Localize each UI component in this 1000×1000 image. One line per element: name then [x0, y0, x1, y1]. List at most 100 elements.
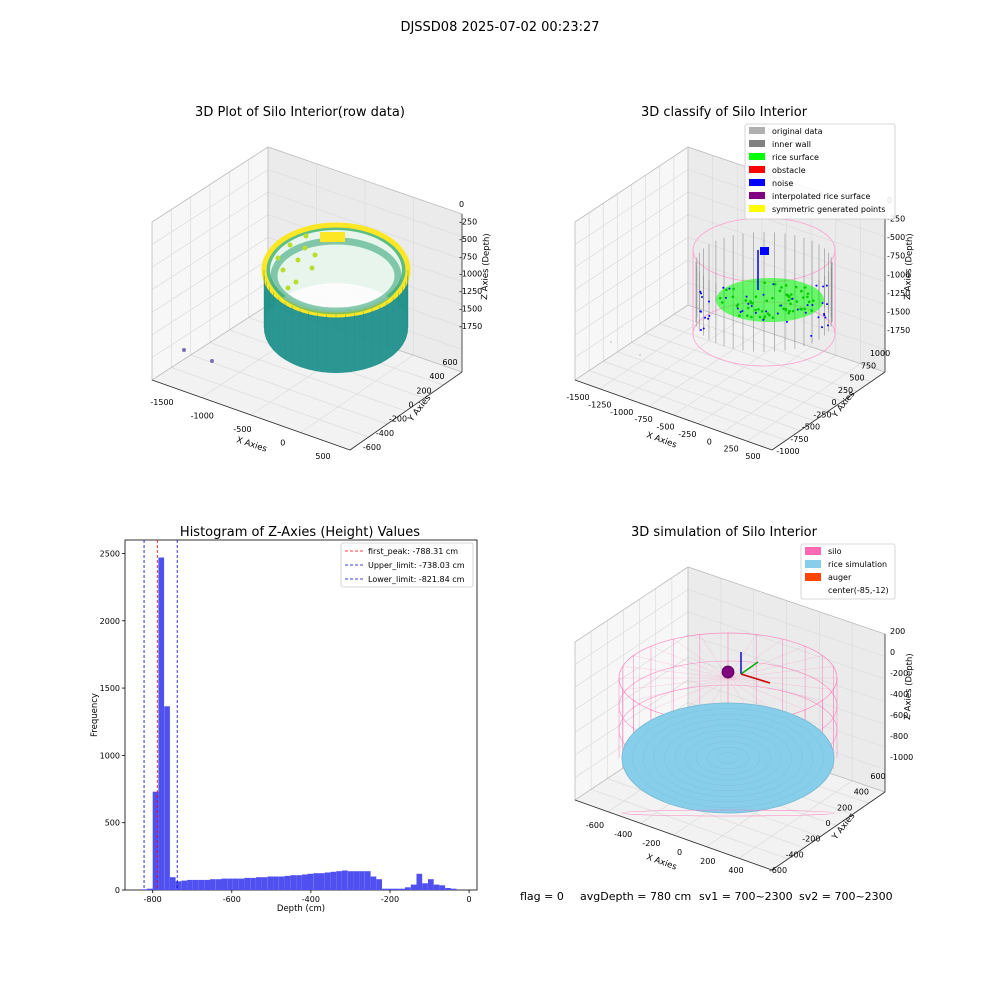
raw-x-tick: -1000 — [191, 412, 214, 421]
panel-histogram: Histogram of Z-Axies (Height) Values -80… — [90, 525, 477, 914]
raw-z-tick: -1250 — [459, 287, 482, 296]
classify-rice-point — [772, 316, 775, 319]
histogram-x-axis-label: Depth (cm) — [277, 904, 325, 914]
histogram-bar — [422, 883, 428, 890]
classify-plot-title: 3D classify of Silo Interior — [641, 105, 808, 120]
simulation-y-tick: -600 — [769, 866, 787, 875]
histogram-bar — [342, 871, 348, 891]
histogram-bar — [164, 706, 170, 890]
simulation-legend-swatch — [805, 573, 821, 581]
histogram-bars — [141, 558, 456, 891]
raw-y-tick: 600 — [442, 358, 457, 367]
classify-rice-point — [787, 312, 790, 315]
classify-noise-point — [701, 296, 703, 298]
classify-z-tick: -1750 — [887, 326, 910, 335]
classify-rice-point — [754, 309, 757, 312]
simulation-x-tick: 400 — [728, 866, 743, 875]
classify-legend-swatch — [749, 205, 765, 212]
histogram-bar — [187, 880, 193, 890]
simulation-x-tick: 200 — [700, 857, 715, 866]
classify-noise-point — [746, 296, 748, 298]
histogram-bar — [256, 877, 262, 890]
classify-noise-point — [811, 304, 813, 306]
classify-rice-point — [784, 308, 787, 311]
histogram-bar — [267, 877, 273, 891]
classify-x-tick: 250 — [723, 445, 738, 454]
histogram-y-tick-label: 2500 — [100, 549, 120, 558]
classify-y-tick: 1000 — [870, 349, 890, 358]
histogram-legend-label: Lower_limit: -821.84 cm — [368, 575, 465, 584]
simulation-legend-label: center(-85,-12) — [828, 586, 889, 595]
simulation-z-tick: 200 — [890, 627, 905, 636]
raw-x-tick: -500 — [233, 425, 251, 434]
raw-x-tick: -1500 — [150, 398, 173, 407]
histogram-bar — [348, 871, 354, 890]
panel-raw-3d: 3D Plot of Silo Interior(row data) -1500… — [150, 105, 492, 461]
histogram-x-tick-label: 0 — [467, 895, 472, 904]
classify-noise-point — [725, 297, 727, 299]
flag-status: flag = 0 — [520, 890, 564, 903]
classify-noise-point — [822, 302, 824, 304]
simulation-z-tick: -1000 — [890, 753, 913, 762]
raw-z-tick: -1000 — [459, 270, 482, 279]
raw-point — [303, 246, 308, 251]
classify-noise-point — [751, 305, 753, 307]
classify-rice-point — [737, 303, 740, 306]
classify-noise-point — [823, 314, 825, 316]
raw-point — [281, 268, 286, 273]
histogram-bar — [434, 885, 440, 890]
classify-rice-point — [807, 292, 810, 295]
classify-noise-point — [780, 305, 782, 307]
raw-z-tick: -250 — [459, 217, 477, 226]
histogram-bar — [359, 871, 365, 890]
classify-noise-point — [700, 329, 702, 331]
classify-y-tick: 500 — [849, 374, 864, 383]
sv2-status: sv2 = 700~2300 — [799, 890, 893, 903]
simulation-y-tick: 200 — [837, 803, 852, 812]
classify-rice-point — [719, 297, 722, 300]
simulation-y-tick: 600 — [870, 772, 885, 781]
histogram-bar — [399, 889, 405, 890]
simulation-x-tick: 0 — [677, 848, 682, 857]
histogram-bar — [193, 880, 199, 890]
classify-y-tick: -250 — [813, 410, 831, 419]
classify-noise-point — [755, 312, 757, 314]
classify-original-point — [639, 354, 641, 356]
classify-x-tick: 500 — [745, 452, 760, 461]
histogram-bar — [296, 875, 302, 890]
histogram-bar — [233, 879, 239, 890]
histogram-plot-frame — [125, 540, 477, 890]
raw-point — [294, 280, 299, 285]
raw-z-tick: -500 — [459, 235, 477, 244]
simulation-legend-label: silo — [828, 547, 842, 556]
classify-legend-swatch — [749, 127, 765, 134]
histogram-bar — [227, 879, 233, 890]
simulation-y-tick: 400 — [854, 788, 869, 797]
histogram-bar — [382, 889, 388, 890]
histogram-bar — [273, 877, 279, 891]
classify-rice-point — [771, 297, 774, 300]
histogram-bar — [325, 873, 331, 891]
classify-noise-point — [700, 311, 702, 313]
simulation-x-tick: -600 — [586, 821, 604, 830]
classify-legend-label: inner wall — [772, 140, 811, 149]
classify-rice-point — [812, 299, 815, 302]
classify-rice-point — [746, 314, 749, 317]
histogram-bar — [239, 879, 245, 890]
classify-noise-point — [763, 294, 765, 296]
histogram-bar — [371, 877, 377, 891]
classify-rice-point — [761, 310, 764, 313]
histogram-y-tick-label: 2000 — [100, 617, 120, 626]
simulation-y-tick: 0 — [825, 819, 830, 828]
classify-legend-swatch — [749, 153, 765, 160]
classify-legend-label: rice surface — [772, 153, 819, 162]
classify-rice-point — [790, 293, 793, 296]
raw-y-tick: -600 — [363, 443, 381, 452]
histogram-bar — [439, 885, 445, 890]
histogram-bar — [445, 888, 451, 890]
raw-z-tick: -1500 — [459, 305, 482, 314]
simulation-z-axis-label: Z Axies (Depth) — [903, 653, 915, 720]
classify-noise-point — [772, 283, 774, 285]
classify-rice-point — [799, 308, 802, 311]
